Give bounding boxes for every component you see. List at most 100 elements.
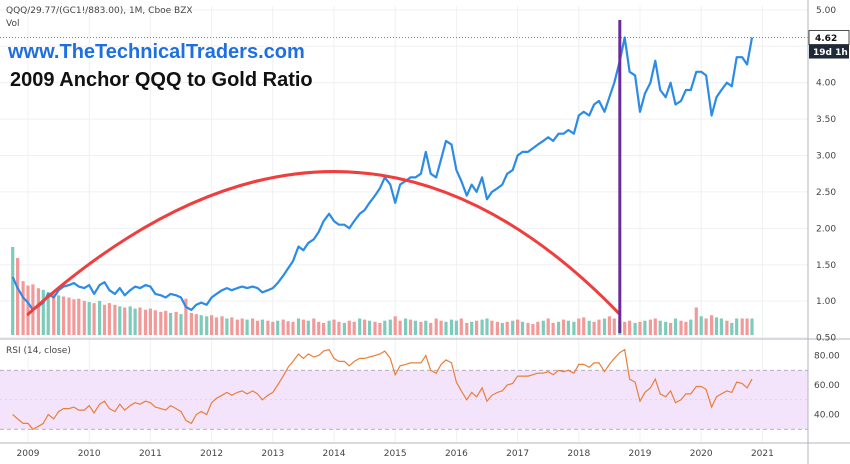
volume-bar <box>123 307 127 335</box>
volume-bar <box>710 315 714 335</box>
x-tick-label: 2009 <box>17 449 40 459</box>
volume-bar <box>281 319 285 335</box>
volume-bar <box>210 315 214 335</box>
price-tick-label: 2.00 <box>816 224 836 234</box>
chart-title: 2009 Anchor QQQ to Gold Ratio <box>10 69 313 91</box>
volume-bar <box>470 321 474 335</box>
x-tick-label: 2018 <box>567 449 590 459</box>
volume-bar <box>67 297 71 335</box>
volume-bar <box>174 311 178 335</box>
rsi-tick-label: 60.00 <box>814 381 840 391</box>
volume-bar <box>531 324 535 335</box>
volume-bar <box>342 322 347 335</box>
volume-bar <box>566 320 570 335</box>
volume-bar <box>465 322 469 335</box>
volume-bar <box>383 320 387 335</box>
volume-bar <box>301 319 305 335</box>
volume-bar <box>735 318 739 335</box>
volume-bar <box>230 317 234 335</box>
volume-bar <box>505 321 509 335</box>
volume-bar <box>153 310 157 335</box>
price-tick-label: 2.50 <box>816 188 836 198</box>
rsi-band <box>0 370 808 430</box>
volume-bar <box>266 320 270 335</box>
volume-bar <box>255 320 260 335</box>
volume-bar <box>260 319 264 335</box>
volume-bar <box>551 322 555 335</box>
volume-bar <box>511 320 515 335</box>
volume-bar <box>15 258 20 335</box>
volume-bar <box>607 316 611 335</box>
price-line <box>11 36 754 311</box>
volume-bar <box>398 320 402 335</box>
volume-bar <box>291 321 295 335</box>
volume-bar <box>740 318 744 335</box>
red-arc <box>26 170 622 316</box>
volume-bar <box>296 318 301 335</box>
price-badges: 4.62 19d 1h <box>808 30 850 59</box>
price-tick-label: 1.00 <box>816 297 836 307</box>
volume-bar <box>404 318 408 335</box>
volume-bar <box>317 321 321 335</box>
volume-bar <box>133 308 137 335</box>
volume-bar <box>454 320 458 335</box>
volume-bar <box>26 285 30 335</box>
x-tick-label: 2021 <box>751 449 774 459</box>
volume-bar <box>388 319 392 335</box>
volume-bar <box>449 319 454 335</box>
volume-bar <box>82 300 86 335</box>
volume-bar <box>500 322 504 335</box>
volume-bar <box>107 303 111 335</box>
volume-bar <box>643 320 647 335</box>
x-tick-label: 2019 <box>629 449 652 459</box>
volume-bar <box>577 318 581 335</box>
volume-bar <box>168 313 173 335</box>
price-tick-label: 1.50 <box>816 261 836 271</box>
volume-bar <box>184 298 188 335</box>
volume-bar <box>520 321 525 335</box>
x-axis-ticks: 2009 2010 2011 2012 2013 2014 2015 2016 2017 2018… <box>17 449 774 459</box>
volume-bar <box>57 295 61 335</box>
volume-bar <box>612 318 616 335</box>
volume-bar <box>419 321 423 335</box>
volume-bar <box>582 317 586 335</box>
volume-bar <box>623 321 627 335</box>
volume-bar <box>306 320 310 335</box>
volume-bar <box>653 318 657 335</box>
volume-bar <box>664 321 668 335</box>
volume-bar <box>704 318 708 335</box>
volume-bar <box>714 317 719 335</box>
volume-bar <box>194 314 198 335</box>
volume-bar <box>689 319 693 335</box>
rsi-axis-ticks: 80.00 60.00 40.00 <box>814 352 840 421</box>
volume-bar <box>393 316 397 335</box>
volume-bar <box>408 319 413 335</box>
x-tick-label: 2010 <box>78 449 101 459</box>
volume-bar <box>77 298 81 335</box>
rsi-tick-label: 80.00 <box>814 352 840 362</box>
watermark-site: www.TheTechnicalTraders.com <box>8 41 305 63</box>
volume-bar <box>679 320 683 335</box>
volume-bar <box>337 321 341 335</box>
price-tick-label: 3.00 <box>816 152 836 162</box>
volume-bar <box>480 319 484 335</box>
volume-bar <box>113 304 117 335</box>
volume-bar <box>745 318 749 335</box>
volume-bar <box>424 320 428 335</box>
volume-bar <box>495 321 500 335</box>
volume-bar <box>719 318 723 335</box>
volume-bar <box>143 309 148 335</box>
volume-bar <box>694 307 698 335</box>
volume-bar <box>36 288 41 335</box>
countdown-value: 19d 1h <box>813 48 848 58</box>
volume-bar <box>240 318 244 335</box>
countdown-badge <box>809 44 849 59</box>
volume-bar <box>52 293 56 335</box>
volume-bar <box>684 321 688 335</box>
volume-bar <box>102 304 107 335</box>
volume-bar <box>434 318 438 335</box>
volume-bar <box>699 316 703 335</box>
x-tick-label: 2017 <box>506 449 529 459</box>
volume-bar <box>286 321 290 335</box>
